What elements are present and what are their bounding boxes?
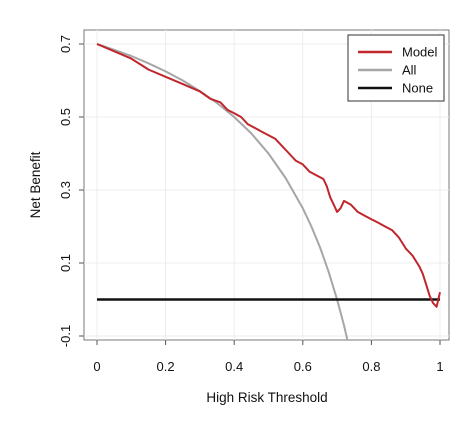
x-tick-label: 1 — [436, 359, 443, 374]
y-tick-label: 0.5 — [58, 108, 73, 126]
x-axis-title: High Risk Threshold — [206, 390, 327, 405]
legend-label-none: None — [402, 81, 433, 96]
series-layer — [96, 43, 441, 340]
y-tick-label: 0.7 — [58, 35, 73, 53]
series-line-all — [96, 43, 349, 340]
legend-label-all: All — [402, 63, 417, 78]
legend-label-model: Model — [402, 45, 438, 60]
y-axis-title: Net Benefit — [28, 151, 43, 218]
x-tick-label: 0 — [93, 359, 100, 374]
plot-frame — [83, 29, 450, 341]
x-tick-label: 0.8 — [362, 359, 380, 374]
y-axis-ticks: 0.7 0.5 0.3 0.1 -0.1 — [58, 35, 84, 347]
y-tick-label: 0.1 — [58, 254, 73, 272]
legend-box — [347, 34, 445, 102]
x-tick-label: 0.2 — [157, 359, 175, 374]
x-tick-label: 0.4 — [225, 359, 243, 374]
x-tick-label: 0.6 — [294, 359, 312, 374]
series-line-model — [96, 43, 441, 308]
legend: Model All None — [347, 34, 445, 102]
y-tick-label: -0.1 — [58, 325, 73, 347]
y-tick-label: 0.3 — [58, 181, 73, 199]
x-axis-ticks: 0 0.2 0.4 0.6 0.8 1 — [93, 340, 444, 374]
